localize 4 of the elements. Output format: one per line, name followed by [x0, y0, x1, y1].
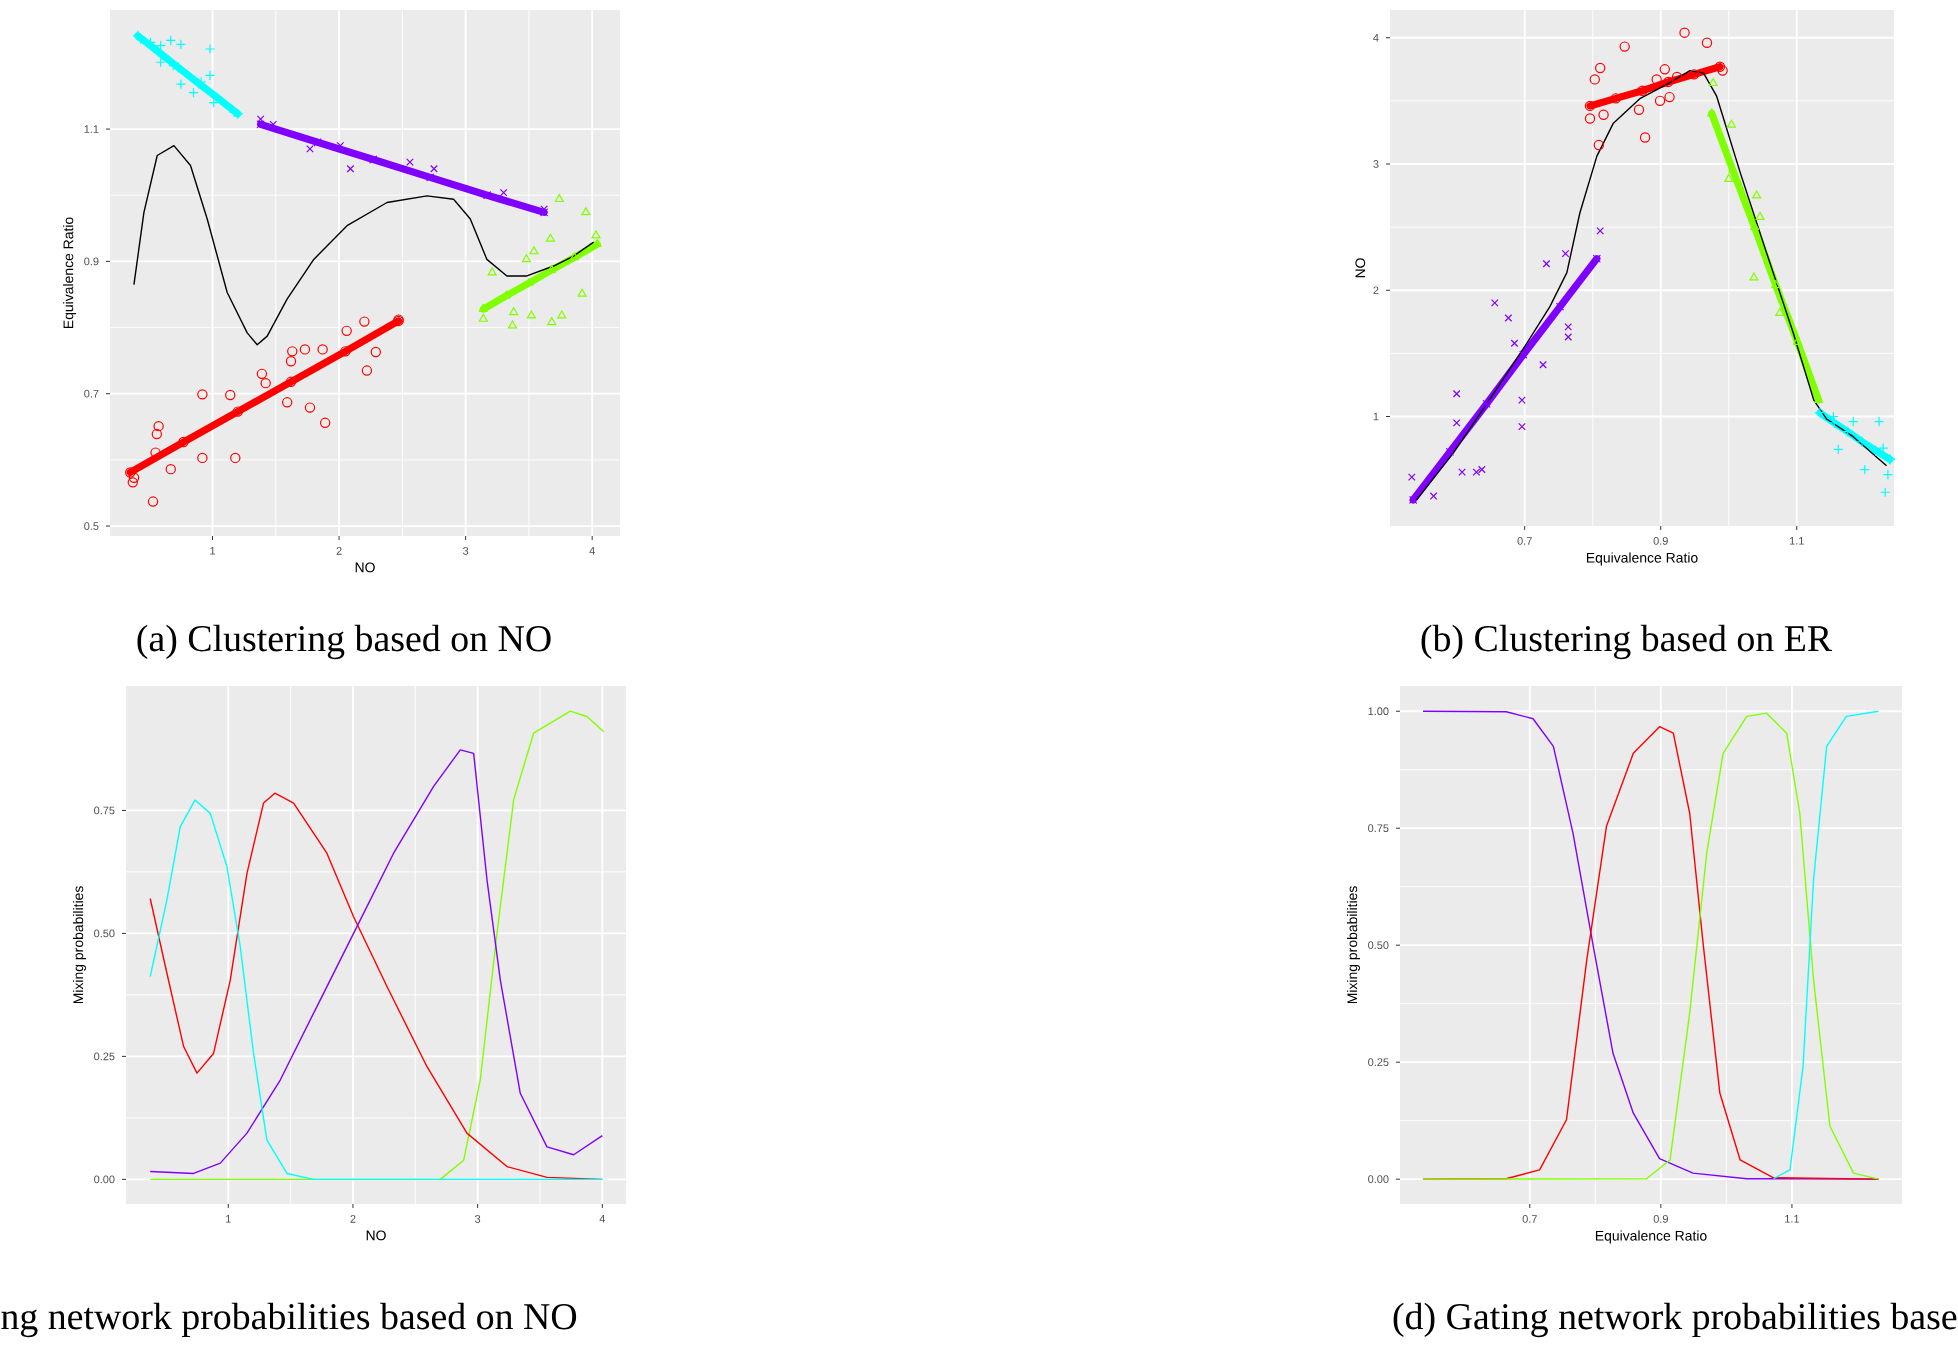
- text: (d) Gating network probabilities base: [1393, 1302, 1957, 1338]
- text: (b) Clustering based on ER: [1421, 624, 1833, 660]
- text: (a) Clustering based on NO: [137, 624, 551, 660]
- text: ng network probabilities based on NO: [1, 1302, 577, 1338]
